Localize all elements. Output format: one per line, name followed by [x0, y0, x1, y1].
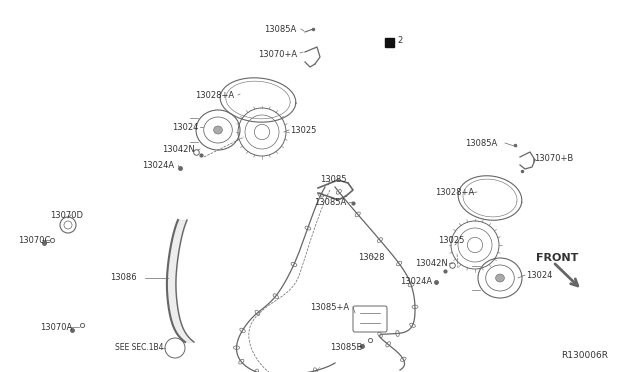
Text: 2: 2 — [397, 35, 403, 45]
Text: 13024A: 13024A — [142, 160, 174, 170]
Ellipse shape — [495, 274, 504, 282]
Text: 13028+A: 13028+A — [435, 187, 474, 196]
Text: FRONT: FRONT — [536, 253, 579, 263]
Text: 13085+A: 13085+A — [310, 302, 349, 311]
Text: 13085A: 13085A — [465, 138, 497, 148]
Text: 13024A: 13024A — [400, 278, 432, 286]
Text: 13024: 13024 — [526, 270, 552, 279]
Text: 13086: 13086 — [110, 273, 136, 282]
Text: 13070C: 13070C — [18, 235, 51, 244]
Text: 13070+B: 13070+B — [534, 154, 573, 163]
Text: 13070A: 13070A — [40, 323, 72, 331]
Text: 13070D: 13070D — [50, 211, 83, 219]
Text: 13025: 13025 — [290, 125, 316, 135]
Text: 13024: 13024 — [172, 122, 198, 131]
Bar — [385, 38, 394, 47]
Text: SEE SEC.1B4: SEE SEC.1B4 — [115, 343, 163, 353]
Text: 13085: 13085 — [320, 174, 346, 183]
Text: R130006R: R130006R — [561, 350, 609, 359]
Text: 13085A: 13085A — [314, 198, 346, 206]
Text: 13085B: 13085B — [330, 343, 362, 352]
Text: 13028+A: 13028+A — [195, 90, 234, 99]
Text: 13028: 13028 — [358, 253, 385, 263]
Text: 13070+A: 13070+A — [258, 49, 297, 58]
Text: 13025: 13025 — [438, 235, 465, 244]
Ellipse shape — [214, 126, 223, 134]
Text: 13042N: 13042N — [162, 144, 195, 154]
Text: 13042N: 13042N — [415, 259, 448, 267]
Text: 13085A: 13085A — [264, 25, 296, 33]
